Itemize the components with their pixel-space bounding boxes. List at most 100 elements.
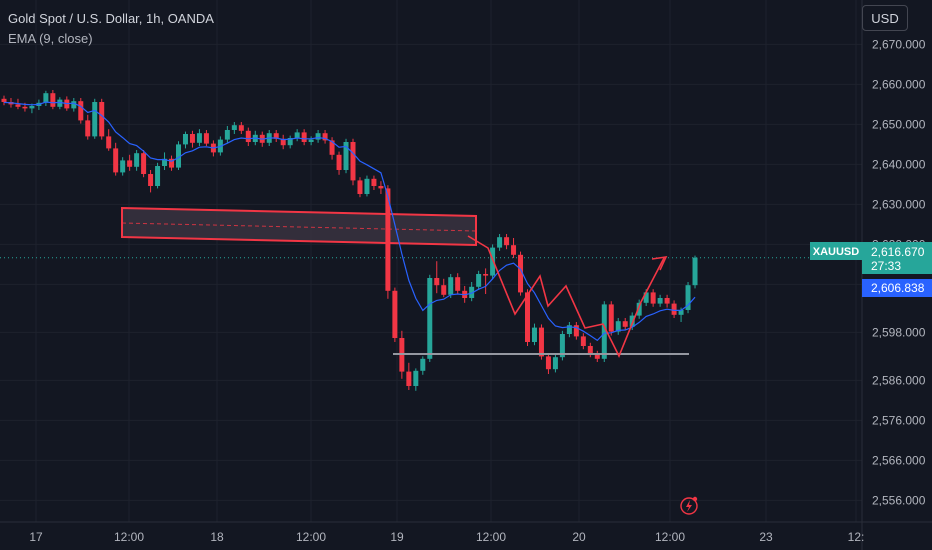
y-tick-label: 2,566.000 [872,453,926,467]
candle-body [427,278,433,359]
candle-body [664,298,670,304]
zone-midline [121,222,477,232]
candle-body [301,132,307,142]
candle-body [336,154,342,170]
candle-body [294,132,300,138]
x-tick-label: 17 [29,530,43,544]
candle-body [176,144,181,168]
candle-body [113,148,119,173]
x-tick-label: 23 [759,530,773,544]
candle-body [566,325,572,334]
ema-value-label: 2,606.838 [871,281,925,295]
forecast-path [467,235,665,358]
candle-body [57,99,63,107]
candle-body [1,98,7,102]
x-tick-label: 12:00 [655,530,685,544]
y-tick-label: 2,670.000 [872,37,926,51]
candle-body [22,106,28,109]
ema-line [3,101,696,342]
candle-body [413,370,419,386]
ema-value-tag [862,279,932,297]
candle-body [322,133,328,141]
candle-body [162,158,168,166]
candle-body [364,178,370,194]
candle-body [420,358,426,371]
candle-body [106,136,112,149]
candle-body [518,254,524,293]
candle-body [371,178,377,186]
candle-body [134,153,140,167]
candle-body [308,139,314,142]
candle-body [378,186,384,189]
candle-body [245,130,251,142]
candle-body [15,104,21,107]
candle-body [636,302,642,316]
candle-body [538,327,544,357]
candle-body [476,274,482,287]
y-tick-label: 2,640.000 [872,157,926,171]
candle-body [78,101,84,121]
candle-body [594,354,600,359]
candle-body [99,102,105,137]
candle-body [329,140,335,155]
candle-body [85,120,91,137]
candle-body [155,166,161,186]
indicator-label[interactable]: EMA (9, close) [8,31,93,46]
candle-body [559,334,565,358]
candle-body [678,310,684,315]
candle-body [490,247,496,276]
candle-body [469,286,475,298]
ema-polyline [3,101,696,342]
symbol-tag [810,242,862,260]
candle-body [511,245,517,255]
candle-body [43,93,49,103]
candle-body [169,158,175,168]
countdown-label: 27:33 [871,259,901,273]
candle-body [434,278,440,286]
candle-body [685,285,691,310]
chart-title[interactable]: Gold Spot / U.S. Dollar, 1h, OANDA [8,11,214,26]
candle-body [455,277,461,291]
candle-body [385,188,391,291]
candle-body [601,304,607,359]
x-tick-label: 18 [210,530,224,544]
candle-body [615,321,621,332]
candle-body [315,133,321,140]
chart-legend: Gold Spot / U.S. Dollar, 1h, OANDA EMA (… [8,9,214,49]
candle-body [196,133,202,143]
candle-body [525,292,530,342]
candle-body [120,160,126,173]
forecast-arrowhead [651,256,668,271]
candle-body [287,138,293,146]
candle-body [392,290,398,338]
symbol-tag-label: XAUUSD [813,246,860,258]
candle-body [231,125,237,130]
candle-body [441,285,447,295]
currency-button[interactable]: USD [862,5,908,31]
candle-body [650,292,656,304]
forecast-annotation [393,235,689,358]
candle-body [531,327,537,342]
candle-body [148,174,154,186]
last-price-tag [862,242,932,274]
candle-body [671,303,677,315]
lightning-icon[interactable] [680,496,698,515]
candle-body [657,298,663,304]
candle-body [189,134,195,143]
x-tick-label: 12:00 [296,530,326,544]
y-tick-label: 2,650.000 [872,117,926,131]
candle-body [497,237,503,248]
candle-body [224,130,230,140]
x-tick-label: 19 [390,530,404,544]
candle-body [629,315,635,327]
candle-body [71,101,77,109]
candle-body [448,277,454,295]
candle-body [643,292,649,303]
x-tick-label: 12: [848,530,865,544]
candle-body [182,134,188,145]
candle-body [692,257,698,286]
x-tick-label: 12:00 [476,530,506,544]
